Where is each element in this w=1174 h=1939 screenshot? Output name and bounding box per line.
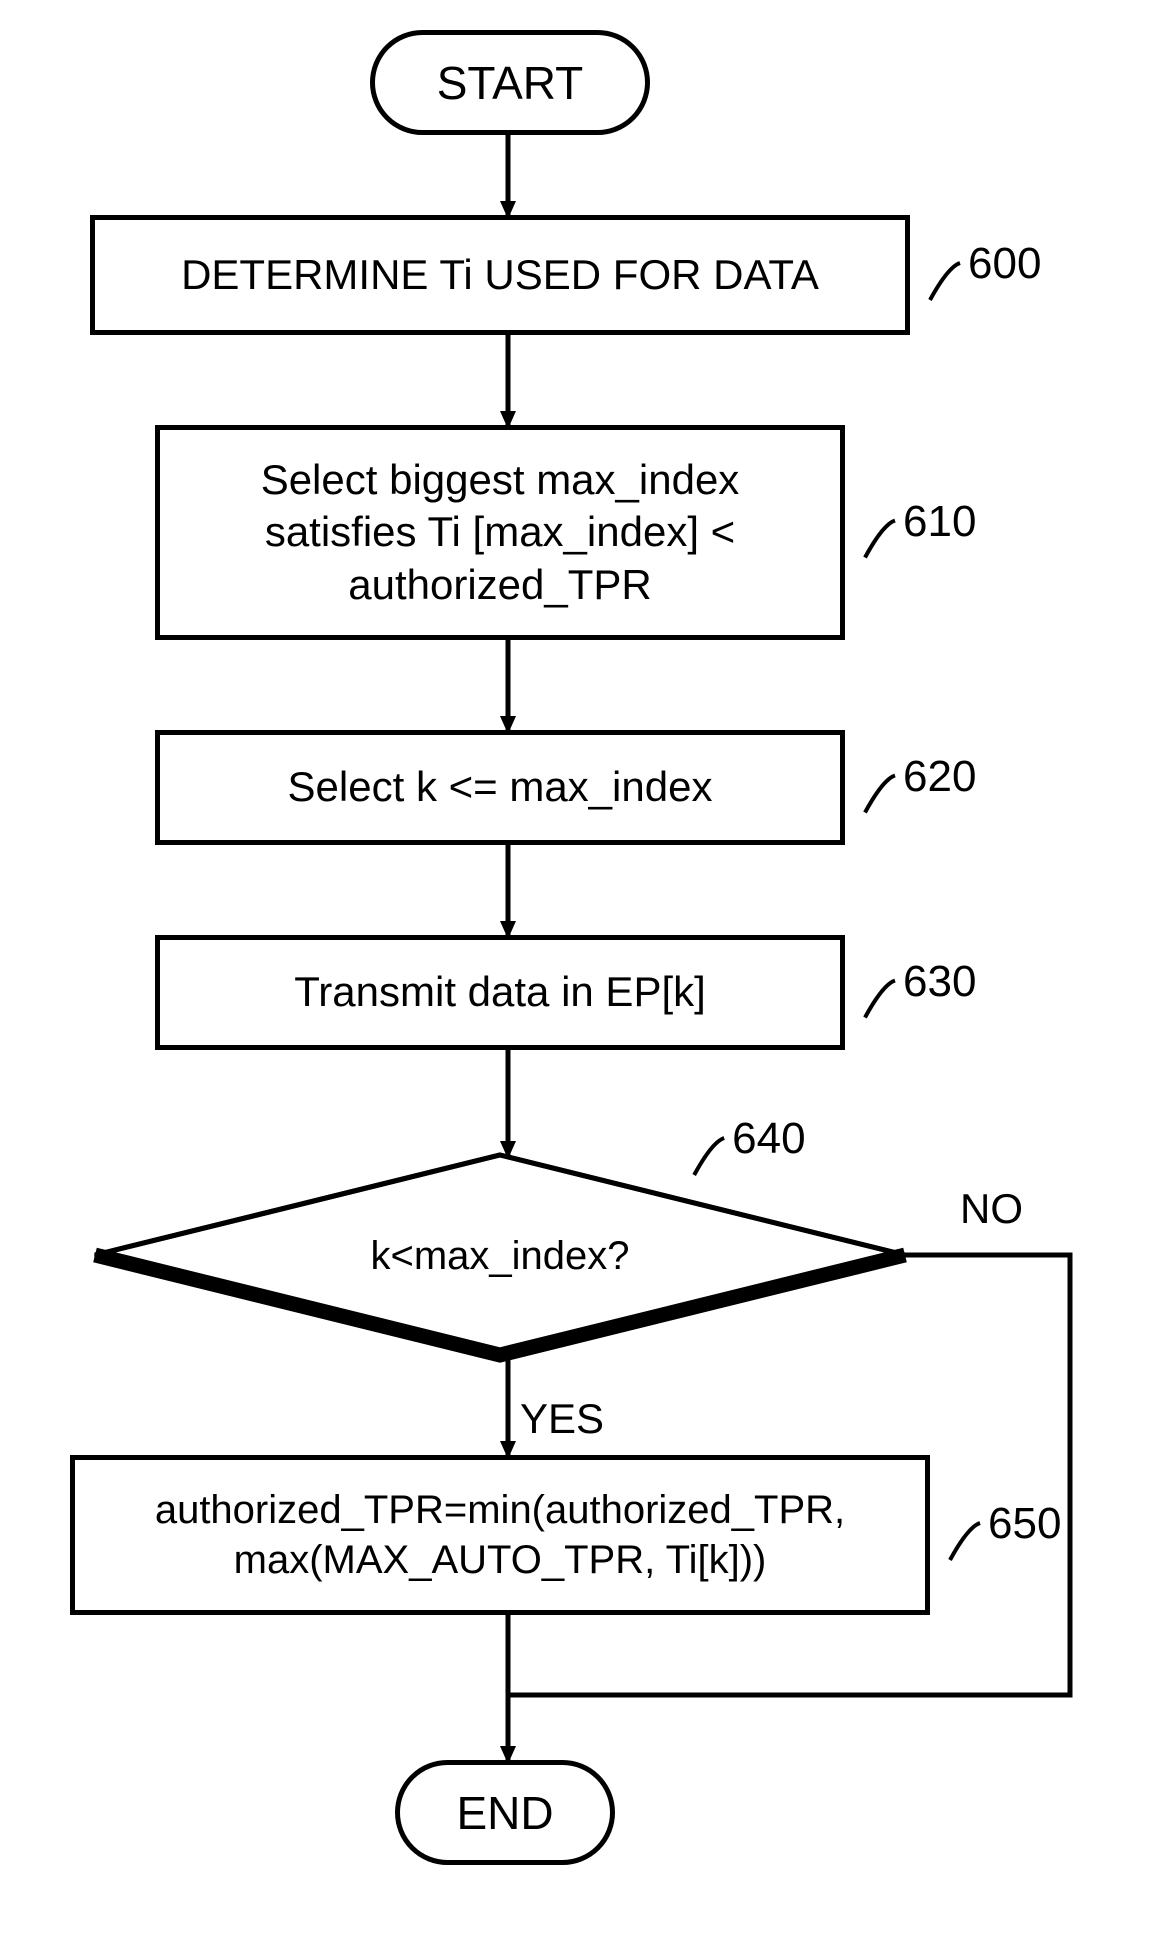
ref-label-600: 600 xyxy=(968,239,1041,289)
ref-label-610: 610 xyxy=(903,497,976,547)
edge-label-yes: YES xyxy=(520,1395,604,1443)
terminal-end: END xyxy=(395,1760,615,1865)
ref-label-630: 630 xyxy=(903,957,976,1007)
node-label: DETERMINE Ti USED FOR DATA xyxy=(181,249,819,302)
process-n600: DETERMINE Ti USED FOR DATA xyxy=(90,215,910,335)
node-label: Select biggest max_indexsatisfies Ti [ma… xyxy=(261,454,740,612)
ref-label-650: 650 xyxy=(988,1499,1061,1549)
node-label: authorized_TPR=min(authorized_TPR,max(MA… xyxy=(155,1485,845,1585)
node-label: START xyxy=(437,56,584,110)
process-n620: Select k <= max_index xyxy=(155,730,845,845)
edge-label-no: NO xyxy=(960,1185,1023,1233)
process-n610: Select biggest max_indexsatisfies Ti [ma… xyxy=(155,425,845,640)
node-label: Transmit data in EP[k] xyxy=(294,966,706,1019)
terminal-start: START xyxy=(370,30,650,135)
ref-label-640: 640 xyxy=(732,1114,805,1164)
decision-label: k<max_index? xyxy=(370,1234,629,1278)
node-label: Select k <= max_index xyxy=(288,761,713,814)
node-label: END xyxy=(456,1786,553,1840)
ref-label-620: 620 xyxy=(903,752,976,802)
process-n650: authorized_TPR=min(authorized_TPR,max(MA… xyxy=(70,1455,930,1615)
process-n630: Transmit data in EP[k] xyxy=(155,935,845,1050)
